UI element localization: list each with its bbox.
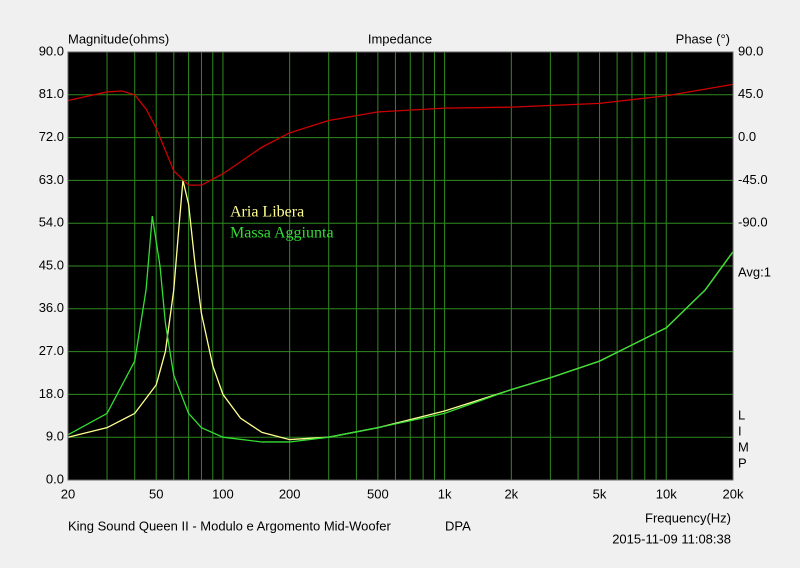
legend-label: Aria Libera bbox=[230, 204, 304, 221]
y-tick-label: 9.0 bbox=[46, 429, 64, 444]
timestamp: 2015-11-09 11:08:38 bbox=[612, 531, 731, 546]
x-tick-label: 1k bbox=[438, 486, 452, 501]
series-line bbox=[67, 215, 734, 443]
chart-title: Impedance bbox=[368, 31, 432, 46]
y-tick-label: 27.0 bbox=[39, 343, 64, 358]
avg-label: Avg:1 bbox=[738, 264, 771, 279]
side-letter: I bbox=[738, 423, 742, 438]
plot-border bbox=[67, 51, 734, 481]
side-letter: P bbox=[738, 455, 747, 470]
y-tick-label: 63.0 bbox=[39, 172, 64, 187]
y2-axis-label: Phase (°) bbox=[676, 31, 730, 46]
y2-tick-label: -45.0 bbox=[738, 172, 768, 187]
x-tick-label: 200 bbox=[279, 486, 301, 501]
x-tick-label: 500 bbox=[367, 486, 389, 501]
y2-tick-label: 90.0 bbox=[738, 43, 763, 58]
x-tick-label: 5k bbox=[593, 486, 607, 501]
y-tick-label: 18.0 bbox=[39, 386, 64, 401]
x-tick-label: 50 bbox=[149, 486, 163, 501]
y2-tick-label: 0.0 bbox=[738, 129, 756, 144]
y2-tick-label: -90.0 bbox=[738, 215, 768, 230]
y-tick-label: 72.0 bbox=[39, 129, 64, 144]
legend-label: Massa Aggiunta bbox=[230, 225, 334, 242]
y-tick-label: 0.0 bbox=[46, 471, 64, 486]
y-tick-label: 81.0 bbox=[39, 86, 64, 101]
y-tick-label: 36.0 bbox=[39, 300, 64, 315]
x-tick-label: 20k bbox=[723, 486, 744, 501]
footer-left: King Sound Queen II - Modulo e Argomento… bbox=[68, 518, 391, 533]
x-tick-label: 10k bbox=[656, 486, 677, 501]
x-tick-label: 100 bbox=[212, 486, 234, 501]
side-letter: L bbox=[738, 407, 745, 422]
y-tick-label: 45.0 bbox=[39, 257, 64, 272]
side-letter: M bbox=[738, 439, 749, 454]
y-axis-label: Magnitude(ohms) bbox=[68, 31, 169, 46]
series-line bbox=[67, 83, 734, 186]
x-tick-label: 2k bbox=[504, 486, 518, 501]
x-tick-label: 20 bbox=[61, 486, 75, 501]
x-axis-label: Frequency(Hz) bbox=[645, 510, 731, 525]
y2-tick-label: 45.0 bbox=[738, 86, 763, 101]
y-tick-label: 90.0 bbox=[39, 43, 64, 58]
y-tick-label: 54.0 bbox=[39, 215, 64, 230]
footer-mid: DPA bbox=[445, 518, 471, 533]
